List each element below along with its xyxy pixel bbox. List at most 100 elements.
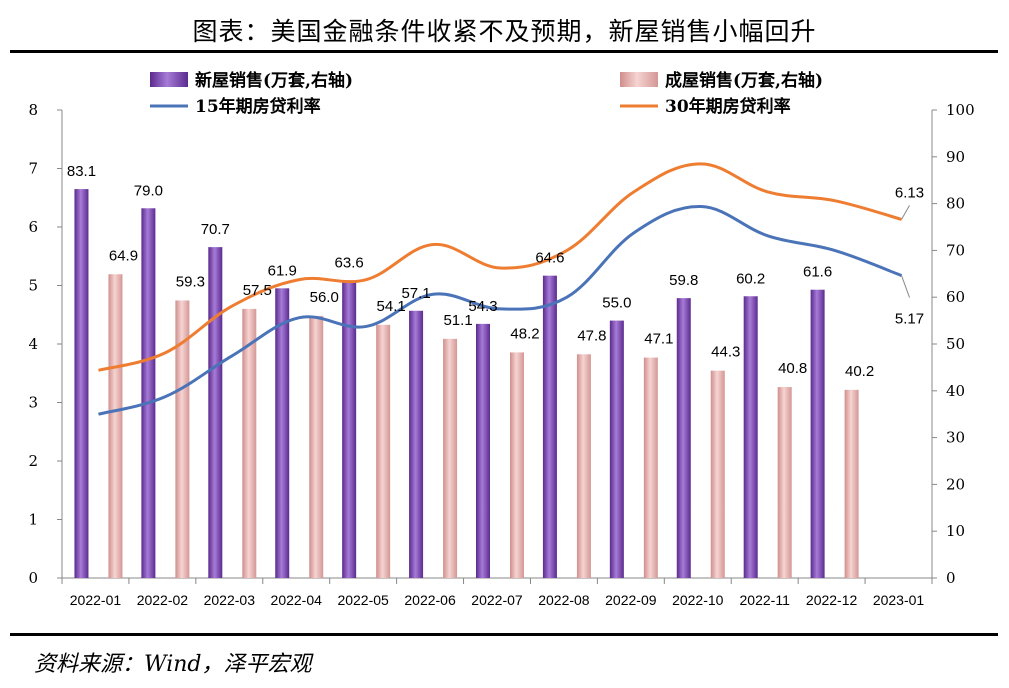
- right-axis-tick-label: 20: [946, 475, 965, 493]
- x-axis-tick-label: 2022-04: [271, 592, 323, 608]
- new-home-sales-bar: [208, 247, 223, 578]
- right-axis-tick-label: 40: [946, 382, 965, 400]
- new-home-sales-label: 70.7: [201, 221, 230, 238]
- mortgage-rate-15y-line: [98, 205, 903, 416]
- new-home-sales-label: 79.0: [134, 182, 163, 199]
- existing-home-sales-label: 59.3: [176, 273, 205, 290]
- lines: [98, 162, 903, 416]
- source-note: 资料来源：Wind，泽平宏观: [34, 652, 312, 677]
- left-axis-tick-label: 7: [28, 160, 38, 178]
- left-axis-tick-label: 0: [28, 569, 38, 587]
- x-axis-tick-label: 2022-11: [740, 592, 791, 608]
- new-home-sales-label: 64.6: [535, 250, 564, 267]
- left-axis-tick-label: 3: [28, 394, 38, 412]
- left-axis-tick-label: 2: [28, 452, 38, 470]
- new-home-sales-bar: [542, 275, 557, 578]
- x-axis-tick-label: 2022-09: [605, 592, 657, 608]
- existing-home-sales-label: 48.2: [510, 325, 539, 342]
- existing-home-sales-bar: [309, 315, 324, 578]
- legend-label: 15年期房贷利率: [195, 96, 321, 117]
- right-axis-tick-label: 80: [946, 195, 965, 213]
- existing-home-sales-label: 57.5: [243, 282, 272, 299]
- top-rule: [10, 50, 998, 53]
- existing-home-sales-bar: [242, 308, 257, 578]
- left-axis-tick-label: 1: [28, 511, 38, 529]
- existing-home-sales-label: 51.1: [443, 312, 472, 329]
- legend-label: 成屋销售(万套,右轴): [665, 70, 823, 91]
- new-home-sales-label: 60.2: [736, 270, 765, 287]
- data-labels: 83.1 79.0 70.7 61.9 63.6 57.1 54.3 64.6 55.0 59.8…: [67, 163, 924, 380]
- x-axis-tick-label: 2022-07: [471, 592, 523, 608]
- right-axis-tick-label: 60: [946, 288, 965, 306]
- existing-home-sales-label: 40.2: [845, 363, 874, 380]
- existing-home-sales-bar: [108, 274, 123, 578]
- new-home-sales-label: 59.8: [669, 272, 698, 289]
- x-axis-tick-label: 2022-10: [672, 592, 724, 608]
- new-home-sales-bar: [342, 280, 357, 578]
- new-home-sales-label: 61.9: [268, 262, 297, 279]
- legend-swatch: [150, 72, 188, 87]
- legend-label: 新屋销售(万套,右轴): [195, 70, 353, 91]
- existing-home-sales-bar: [643, 357, 658, 578]
- existing-home-sales-label: 56.0: [310, 289, 339, 306]
- mortgage-rate-30y-last-label: 6.13: [895, 184, 924, 201]
- mortgage-rate-30y-line: [98, 162, 902, 372]
- existing-home-sales-bar: [844, 389, 859, 578]
- new-home-sales-label: 57.1: [401, 285, 430, 302]
- bars: [74, 189, 859, 579]
- new-home-sales-label: 55.0: [602, 295, 631, 312]
- existing-home-sales-label: 47.8: [577, 327, 606, 344]
- existing-home-sales-label: 47.1: [644, 331, 673, 348]
- right-axis-tick-label: 100: [946, 101, 975, 119]
- legend: 新屋销售(万套,右轴) 成屋销售(万套,右轴) 15年期房贷利率 30年期房贷利率: [150, 70, 823, 117]
- x-axis-tick-label: 2022-01: [70, 592, 122, 608]
- existing-home-sales-bar: [777, 387, 792, 578]
- new-home-sales-label: 83.1: [67, 163, 96, 180]
- new-home-sales-bar: [810, 289, 825, 578]
- legend-label: 30年期房贷利率: [665, 96, 791, 117]
- right-axis-tick-label: 0: [946, 569, 956, 587]
- x-axis-tick-label: 2022-02: [137, 592, 189, 608]
- mortgage-rate-15y-last-label: 5.17: [895, 311, 924, 328]
- right-axis-tick-label: 50: [946, 335, 965, 353]
- x-axis-tick-label: 2022-12: [806, 592, 858, 608]
- existing-home-sales-label: 40.8: [778, 360, 807, 377]
- legend-swatch: [620, 72, 658, 87]
- new-home-sales-label: 63.6: [335, 254, 364, 271]
- new-home-sales-bar: [476, 323, 490, 578]
- existing-home-sales-bar: [443, 338, 458, 578]
- x-axis-tick-label: 2022-05: [337, 592, 389, 608]
- left-axis-tick-label: 6: [28, 218, 38, 236]
- right-axis-tick-label: 10: [946, 522, 965, 540]
- mortgage-rate-30y-leader: [901, 205, 910, 220]
- right-axis-tick-label: 70: [946, 241, 965, 259]
- x-axis-tick-label: 2022-06: [404, 592, 456, 608]
- x-axis-tick-label: 2023-01: [873, 592, 925, 608]
- existing-home-sales-bar: [175, 300, 190, 578]
- new-home-sales-bar: [743, 296, 758, 578]
- new-home-sales-bar: [74, 189, 89, 579]
- new-home-sales-bar: [676, 298, 691, 578]
- mortgage-rate-15y-leader: [901, 275, 911, 298]
- existing-home-sales-bar: [376, 324, 391, 578]
- existing-home-sales-bar: [576, 354, 591, 578]
- x-axis-tick-label: 2022-03: [204, 592, 256, 608]
- existing-home-sales-label: 44.3: [711, 344, 740, 361]
- new-home-sales-bar: [275, 288, 290, 578]
- existing-home-sales-bar: [510, 352, 524, 578]
- new-home-sales-label: 54.3: [468, 298, 497, 315]
- bottom-rule: [10, 633, 998, 636]
- new-home-sales-bar: [609, 320, 624, 578]
- existing-home-sales-bar: [710, 370, 725, 578]
- chart-title: 图表：美国金融条件收紧不及预期，新屋销售小幅回升: [192, 17, 817, 46]
- right-axis-tick-label: 30: [946, 429, 965, 447]
- right-axis-tick-label: 90: [946, 148, 965, 166]
- existing-home-sales-label: 64.9: [109, 247, 138, 264]
- new-home-sales-bar: [409, 310, 424, 578]
- existing-home-sales-label: 54.1: [377, 298, 406, 315]
- left-axis-tick-label: 5: [28, 277, 38, 295]
- x-axis-tick-label: 2022-08: [538, 592, 590, 608]
- chart-area: 新屋销售(万套,右轴) 成屋销售(万套,右轴) 15年期房贷利率 30年期房贷利率 0…: [28, 70, 974, 608]
- left-axis-tick-label: 4: [28, 335, 38, 353]
